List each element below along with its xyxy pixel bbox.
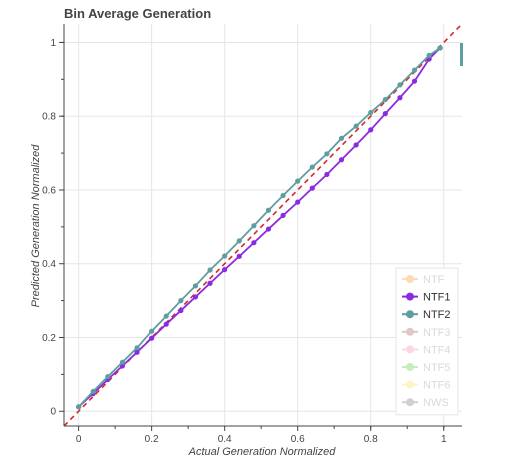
data-point	[163, 313, 169, 319]
legend-label: NTF3	[423, 327, 451, 339]
data-point	[324, 151, 330, 157]
legend-marker	[406, 398, 414, 407]
legend-label: NTF4	[423, 344, 451, 356]
x-tick-label: 0.4	[218, 434, 232, 445]
data-point	[397, 95, 403, 101]
data-point	[149, 328, 155, 334]
data-point	[207, 280, 213, 286]
legend-marker	[406, 327, 414, 336]
data-point	[295, 178, 301, 184]
legend-box	[395, 267, 459, 416]
legend-label: NTF2	[423, 309, 451, 321]
series-line	[78, 47, 441, 408]
x-tick-label: 1	[441, 434, 447, 445]
data-point	[251, 240, 257, 246]
data-point	[324, 171, 330, 178]
data-point	[236, 253, 242, 259]
data-point	[149, 335, 155, 341]
y-tick-label: 0.6	[42, 185, 56, 196]
x-tick-label: 0.2	[145, 434, 159, 445]
legend-marker	[406, 275, 414, 283]
y-tick-label: 1	[50, 38, 56, 49]
legend-item-ntf3[interactable]: NTF3	[402, 327, 451, 339]
series-layer	[76, 45, 443, 410]
data-point	[368, 127, 374, 133]
y-tick-label: 0.2	[42, 333, 56, 344]
legend-label: NWS	[423, 397, 449, 409]
data-point	[105, 373, 111, 380]
data-point	[178, 307, 184, 314]
x-axis-label: Actual Generation Normalized	[188, 446, 337, 458]
data-point	[309, 185, 315, 191]
legend-marker	[406, 292, 414, 301]
data-point	[265, 226, 272, 232]
y-tick-label: 0.8	[42, 112, 56, 123]
data-point	[119, 359, 126, 365]
x-tick-label: 0	[76, 434, 82, 445]
data-point	[251, 223, 257, 229]
data-point	[134, 349, 140, 355]
legend-marker	[406, 363, 414, 371]
series-ntf2	[76, 45, 443, 410]
legend-item-ntf5[interactable]: NTF5	[402, 362, 451, 374]
grid	[64, 24, 462, 426]
ticks: 0 0.2 0.4 0.6 0.8 1 0 0.2 0.4 0.6 0.8 1	[42, 38, 447, 445]
axes	[63, 24, 462, 427]
data-point	[134, 345, 140, 351]
legend-marker	[406, 310, 414, 319]
data-point	[382, 97, 388, 103]
legend-label: NTF5	[423, 362, 451, 374]
data-point	[192, 283, 199, 289]
data-point	[236, 238, 242, 244]
data-point	[295, 199, 301, 205]
data-point	[338, 157, 345, 163]
data-point	[382, 111, 388, 117]
y-tick-label: 0.4	[42, 259, 56, 270]
data-point	[280, 212, 286, 219]
toolbar-edge[interactable]	[460, 43, 463, 66]
data-point	[192, 294, 199, 300]
legend[interactable]: NTF NTF1 NTF2 NTF3 NTF4 NTF5 NTF6 NWS	[395, 267, 459, 416]
data-point	[76, 404, 82, 410]
legend-label: NTF1	[423, 292, 451, 304]
data-point	[411, 78, 418, 84]
data-point	[353, 142, 359, 148]
data-point	[222, 253, 228, 259]
data-point	[163, 321, 169, 327]
y-tick-label: 0	[50, 407, 56, 418]
legend-item-ntf6[interactable]: NTF6	[402, 380, 451, 392]
legend-marker	[406, 345, 414, 354]
series-ntf1	[76, 45, 443, 410]
legend-item-ntf2[interactable]: NTF2	[402, 309, 451, 321]
chart-title: Bin Average Generation	[64, 6, 211, 21]
y-axis-label: Predicted Generation Normalized	[30, 144, 42, 308]
legend-marker	[406, 380, 414, 389]
data-point	[338, 135, 345, 141]
series-line	[77, 47, 441, 408]
data-point	[397, 82, 403, 88]
data-point	[437, 45, 443, 51]
x-tick-label: 0.6	[291, 434, 305, 445]
data-point	[426, 52, 432, 58]
legend-item-ntf1[interactable]: NTF1	[402, 292, 451, 304]
data-point	[368, 109, 374, 116]
data-point	[309, 164, 315, 170]
data-point	[353, 123, 359, 129]
legend-item-nws[interactable]: NWS	[402, 397, 449, 409]
data-point	[207, 267, 213, 273]
legend-label: NTF	[423, 274, 445, 286]
x-tick-label: 0.8	[364, 434, 378, 445]
legend-label: NTF6	[423, 380, 451, 392]
data-point	[178, 298, 184, 304]
data-point	[280, 192, 286, 199]
data-point	[222, 267, 228, 273]
data-point	[90, 388, 96, 394]
legend-item-ntf4[interactable]: NTF4	[402, 344, 451, 356]
data-point	[265, 207, 272, 213]
data-point	[411, 67, 418, 73]
legend-item-ntf[interactable]: NTF	[402, 274, 445, 286]
